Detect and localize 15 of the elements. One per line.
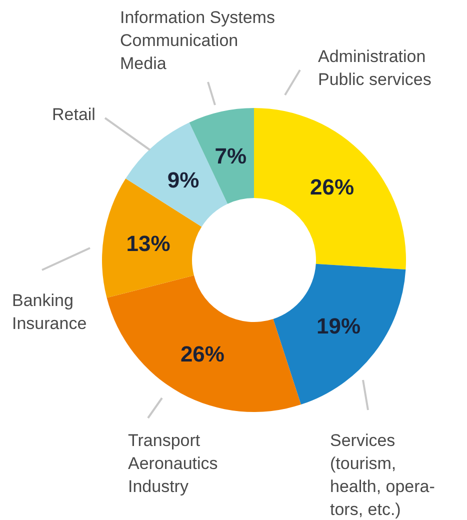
data-label: 26%	[310, 174, 354, 200]
donut-slice	[254, 108, 406, 270]
data-label: 9%	[167, 167, 200, 192]
slice-label: Information Systems Communication Media	[120, 8, 275, 73]
data-label: 19%	[316, 313, 361, 338]
slice-label: Transport Aeronautics Industry	[128, 431, 218, 496]
slice-label: Retail	[52, 105, 96, 124]
donut-slice	[273, 264, 406, 405]
data-label: 13%	[126, 230, 170, 256]
donut-slice	[106, 275, 301, 412]
slice-label: Banking Insurance	[12, 291, 87, 333]
data-label: 26%	[180, 341, 224, 366]
slice-label: Administration Public services	[318, 47, 432, 89]
data-label: 7%	[214, 143, 247, 168]
slice-label: Services (tourism, health, opera- tors, etc.)	[330, 431, 435, 519]
